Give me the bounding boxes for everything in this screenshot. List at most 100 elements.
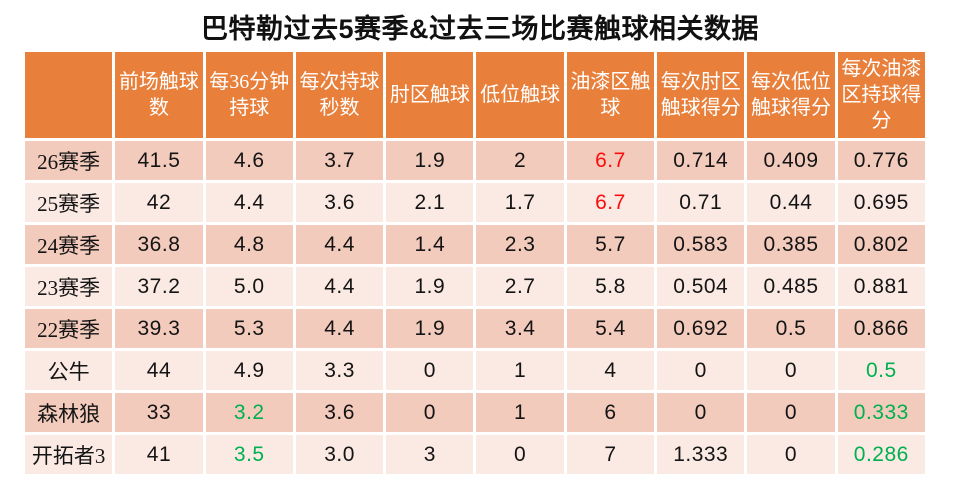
cell: 1.4 xyxy=(386,225,474,264)
cell: 1.7 xyxy=(476,183,564,222)
cell: 0 xyxy=(747,351,835,390)
cell: 1.9 xyxy=(386,141,474,180)
cell: 4 xyxy=(566,351,655,390)
row-label: 公牛 xyxy=(25,351,113,390)
cell: 0.583 xyxy=(657,225,745,264)
cell: 0 xyxy=(657,351,745,390)
cell: 0.385 xyxy=(747,225,835,264)
cell: 0.692 xyxy=(657,309,745,348)
cell: 3.3 xyxy=(295,351,384,390)
cell: 0.776 xyxy=(837,141,925,180)
cell: 5.3 xyxy=(205,309,293,348)
cell: 0.714 xyxy=(657,141,745,180)
cell: 0.286 xyxy=(837,435,925,474)
cell: 33 xyxy=(115,393,203,432)
cell: 0 xyxy=(386,351,474,390)
column-header-post-touches: 低位触球 xyxy=(476,52,564,138)
cell: 2.1 xyxy=(386,183,474,222)
cell: 41 xyxy=(115,435,203,474)
cell: 41.5 xyxy=(115,141,203,180)
table-row-timberwolves: 森林狼 33 3.2 3.6 0 1 6 0 0 0.333 xyxy=(25,393,925,432)
cell: 5.4 xyxy=(566,309,655,348)
cell: 3.2 xyxy=(205,393,293,432)
cell: 0.44 xyxy=(747,183,835,222)
cell: 4.4 xyxy=(295,309,384,348)
column-header-possession-per-36: 每36分钟持球 xyxy=(205,52,293,138)
cell: 3.5 xyxy=(205,435,293,474)
cell: 3.6 xyxy=(295,183,384,222)
cell: 0.5 xyxy=(747,309,835,348)
cell: 2.7 xyxy=(476,267,564,306)
cell: 0 xyxy=(476,435,564,474)
cell: 39.3 xyxy=(115,309,203,348)
row-label: 开拓者3 xyxy=(25,435,113,474)
cell: 1 xyxy=(476,351,564,390)
cell: 1.333 xyxy=(657,435,745,474)
cell: 3 xyxy=(386,435,474,474)
cell: 4.4 xyxy=(205,183,293,222)
table-row-season-25: 25赛季 42 4.4 3.6 2.1 1.7 6.7 0.71 0.44 0.… xyxy=(25,183,925,222)
table-row-trailblazers-g3: 开拓者3 41 3.5 3.0 3 0 7 1.333 0 0.286 xyxy=(25,435,925,474)
cell: 37.2 xyxy=(115,267,203,306)
cell: 4.8 xyxy=(205,225,293,264)
column-header-paint-touches: 油漆区触球 xyxy=(566,52,655,138)
cell: 0.802 xyxy=(837,225,925,264)
cell: 3.4 xyxy=(476,309,564,348)
cell: 6 xyxy=(566,393,655,432)
row-label: 26赛季 xyxy=(25,141,113,180)
cell: 5.7 xyxy=(566,225,655,264)
cell: 5.0 xyxy=(205,267,293,306)
column-header-points-per-elbow-touch: 每次肘区触球得分 xyxy=(657,52,745,138)
cell: 0 xyxy=(747,393,835,432)
cell: 4.4 xyxy=(295,225,384,264)
table-row-bulls: 公牛 44 4.9 3.3 0 1 4 0 0 0.5 xyxy=(25,351,925,390)
row-label: 24赛季 xyxy=(25,225,113,264)
table-row-season-24: 24赛季 36.8 4.8 4.4 1.4 2.3 5.7 0.583 0.38… xyxy=(25,225,925,264)
cell: 7 xyxy=(566,435,655,474)
cell: 0.695 xyxy=(837,183,925,222)
row-label: 森林狼 xyxy=(25,393,113,432)
row-label: 23赛季 xyxy=(25,267,113,306)
cell: 0.409 xyxy=(747,141,835,180)
cell: 0.881 xyxy=(837,267,925,306)
cell: 2.3 xyxy=(476,225,564,264)
cell: 4.4 xyxy=(295,267,384,306)
cell: 4.6 xyxy=(205,141,293,180)
header-row: 前场触球数 每36分钟持球 每次持球秒数 肘区触球 低位触球 油漆区触球 每次肘… xyxy=(25,52,925,138)
cell: 0.71 xyxy=(657,183,745,222)
cell: 1.9 xyxy=(386,309,474,348)
cell: 5.8 xyxy=(566,267,655,306)
column-header-seconds-per-touch: 每次持球秒数 xyxy=(295,52,384,138)
cell: 0.866 xyxy=(837,309,925,348)
cell: 6.7 xyxy=(566,183,655,222)
cell: 3.7 xyxy=(295,141,384,180)
column-header-points-per-paint-touch: 每次油漆区持球得分 xyxy=(837,52,925,138)
cell: 0.5 xyxy=(837,351,925,390)
cell: 3.6 xyxy=(295,393,384,432)
cell: 0.485 xyxy=(747,267,835,306)
cell: 36.8 xyxy=(115,225,203,264)
cell: 0.333 xyxy=(837,393,925,432)
column-header-elbow-touches: 肘区触球 xyxy=(386,52,474,138)
cell: 3.0 xyxy=(295,435,384,474)
cell: 42 xyxy=(115,183,203,222)
cell: 0 xyxy=(747,435,835,474)
page-title: 巴特勒过去5赛季&过去三场比赛触球相关数据 xyxy=(200,14,759,44)
column-header-frontcourt-touches: 前场触球数 xyxy=(115,52,203,138)
corner-cell xyxy=(25,52,113,138)
cell: 44 xyxy=(115,351,203,390)
cell: 4.9 xyxy=(205,351,293,390)
column-header-points-per-post-touch: 每次低位触球得分 xyxy=(747,52,835,138)
table-row-season-22: 22赛季 39.3 5.3 4.4 1.9 3.4 5.4 0.692 0.5 … xyxy=(25,309,925,348)
cell: 0.504 xyxy=(657,267,745,306)
cell: 0 xyxy=(657,393,745,432)
row-label: 22赛季 xyxy=(25,309,113,348)
cell: 1 xyxy=(476,393,564,432)
cell: 2 xyxy=(476,141,564,180)
table-row-season-26: 26赛季 41.5 4.6 3.7 1.9 2 6.7 0.714 0.409 … xyxy=(25,141,925,180)
cell: 0 xyxy=(386,393,474,432)
cell: 6.7 xyxy=(566,141,655,180)
table-row-season-23: 23赛季 37.2 5.0 4.4 1.9 2.7 5.8 0.504 0.48… xyxy=(25,267,925,306)
touches-stats-table: 前场触球数 每36分钟持球 每次持球秒数 肘区触球 低位触球 油漆区触球 每次肘… xyxy=(22,49,928,477)
cell: 1.9 xyxy=(386,267,474,306)
